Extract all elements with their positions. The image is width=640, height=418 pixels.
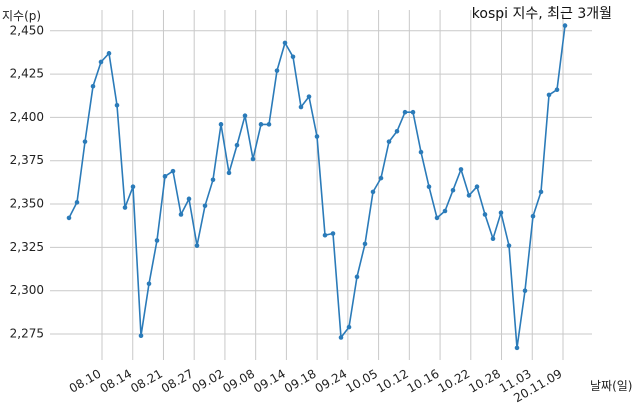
x-tick-label: 08.21 <box>128 366 165 395</box>
data-point <box>202 203 208 209</box>
data-point <box>378 175 384 181</box>
data-point <box>130 184 136 190</box>
data-point <box>530 213 536 219</box>
data-point <box>474 184 480 190</box>
x-tick-label: 09.14 <box>251 366 288 395</box>
x-tick-label: 10.28 <box>466 366 503 395</box>
data-point <box>298 104 304 110</box>
data-point <box>522 288 528 293</box>
data-point <box>66 215 72 221</box>
x-tick-label: 09.18 <box>282 366 319 395</box>
data-point <box>178 212 184 217</box>
data-point <box>138 333 144 339</box>
data-point <box>402 109 408 115</box>
data-point <box>442 208 448 214</box>
y-tick-label: 2,275 <box>10 327 44 341</box>
data-point <box>186 196 192 202</box>
x-tick-label: 09.24 <box>313 366 350 395</box>
data-point <box>146 281 152 287</box>
chart-title: kospi 지수, 최근 3개월 <box>472 6 612 22</box>
data-point <box>426 184 432 190</box>
data-point <box>122 205 128 210</box>
x-axis-ticks: 08.1008.1408.2108.2709.0209.0809.1409.18… <box>67 366 565 405</box>
x-tick-label: 10.22 <box>436 366 473 395</box>
data-point <box>314 134 320 139</box>
data-point <box>306 94 312 99</box>
data-point <box>258 122 264 127</box>
data-point <box>514 345 520 351</box>
data-point <box>410 109 416 115</box>
data-point <box>562 23 568 28</box>
data-point <box>338 335 344 340</box>
data-point <box>82 139 88 144</box>
y-axis-ticks: 2,275 2,300 2,325 2,350 2,375 2,400 2,425 2,450 <box>10 23 44 340</box>
x-axis-label: 날짜(일) <box>590 379 632 393</box>
data-point <box>98 59 104 65</box>
y-tick-label: 2,425 <box>10 67 44 81</box>
x-tick-label: 08.27 <box>159 366 196 395</box>
data-point <box>162 174 168 179</box>
data-point <box>370 189 376 195</box>
data-point <box>418 149 424 155</box>
data-point <box>106 51 112 56</box>
data-point <box>290 54 296 60</box>
data-point <box>482 212 488 217</box>
data-point <box>274 68 280 73</box>
data-point <box>466 193 472 198</box>
data-point <box>450 187 456 193</box>
y-tick-label: 2,350 <box>10 197 44 211</box>
y-tick-label: 2,300 <box>10 283 44 297</box>
data-point <box>490 236 496 242</box>
x-tick-label: 08.14 <box>97 366 134 395</box>
y-axis-label: 지수(p) <box>2 9 41 23</box>
data-point <box>218 122 224 127</box>
data-point <box>210 177 216 183</box>
x-tick-label: 08.10 <box>67 366 104 395</box>
data-point <box>386 139 392 144</box>
data-point <box>250 156 256 162</box>
x-tick-label: 10.05 <box>343 366 380 395</box>
data-point <box>234 142 240 148</box>
data-point <box>194 243 200 248</box>
data-point <box>354 274 360 280</box>
x-tick-label: 09.08 <box>220 366 257 395</box>
data-point <box>114 102 120 108</box>
data-point <box>554 87 560 93</box>
data-point <box>242 113 248 118</box>
data-points <box>66 23 568 351</box>
y-tick-label: 2,325 <box>10 240 44 254</box>
x-tick-label: 10.12 <box>374 366 411 395</box>
data-point <box>74 200 80 205</box>
data-point <box>170 168 176 174</box>
data-point <box>394 128 400 134</box>
data-point <box>330 231 336 236</box>
y-tick-label: 2,375 <box>10 153 44 167</box>
x-tick-label: 10.16 <box>405 366 442 395</box>
data-point <box>506 243 512 248</box>
data-point <box>362 241 368 247</box>
data-point <box>546 92 552 98</box>
data-point <box>226 170 232 176</box>
grid-lines <box>50 10 592 360</box>
data-point <box>434 215 440 221</box>
data-point <box>538 189 544 195</box>
data-point <box>458 167 464 172</box>
data-point <box>346 324 352 330</box>
data-point <box>282 40 288 46</box>
data-point <box>498 210 504 216</box>
y-tick-label: 2,400 <box>10 110 44 124</box>
data-point <box>154 238 160 243</box>
data-point <box>266 122 272 127</box>
y-tick-label: 2,450 <box>10 23 44 37</box>
data-point <box>322 232 328 238</box>
x-tick-label: 09.02 <box>190 366 227 395</box>
data-point <box>90 83 96 89</box>
